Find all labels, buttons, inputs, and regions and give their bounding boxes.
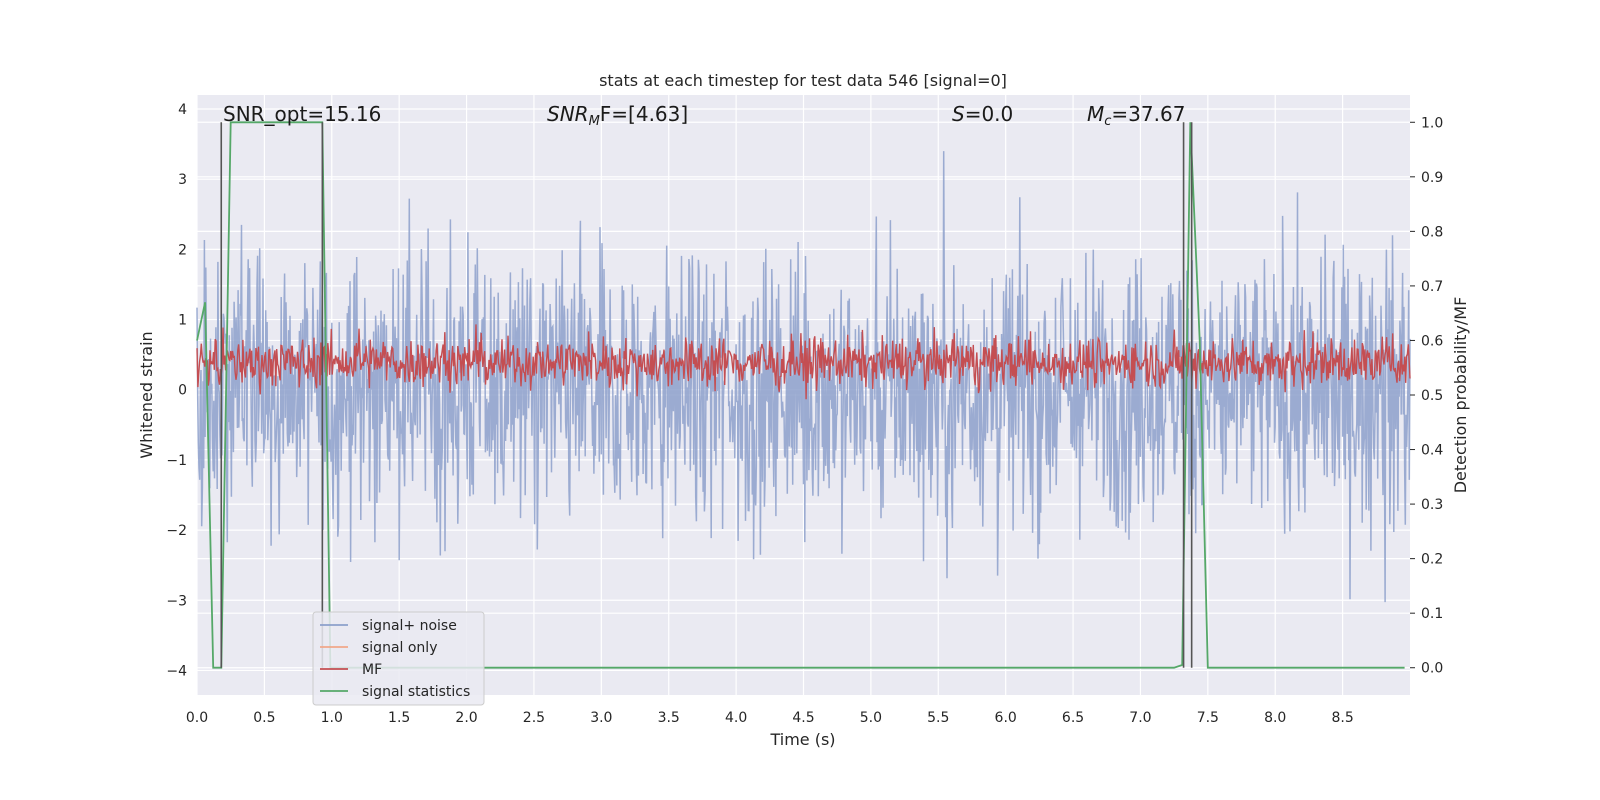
- s-var: S: [952, 102, 965, 126]
- y2-tick-label: 0.0: [1421, 661, 1443, 677]
- y2-tick-label: 0.3: [1421, 497, 1443, 513]
- y2-axis-label: Detection probability/MF: [1451, 297, 1470, 494]
- legend-label: signal only: [362, 640, 437, 656]
- chart-title: stats at each timestep for test data 546…: [599, 71, 1007, 90]
- y-tick-label: 4: [178, 102, 187, 118]
- mc-sub: c: [1104, 114, 1111, 129]
- legend-label: MF: [362, 662, 382, 678]
- x-tick-label: 2.0: [455, 710, 477, 726]
- x-tick-label: 5.5: [927, 710, 949, 726]
- x-tick-label: 0.0: [186, 710, 208, 726]
- y2-tick-label: 0.6: [1421, 333, 1443, 349]
- y2-tick-label: 0.1: [1421, 606, 1443, 622]
- snr-mf-main: SNR: [547, 102, 589, 126]
- y-tick-label: 1: [178, 313, 187, 329]
- legend-label: signal+ noise: [362, 618, 457, 634]
- y2-tick-label: 0.8: [1421, 224, 1443, 240]
- y-axis-label: Whitened strain: [137, 331, 156, 458]
- y2-tick-label: 0.2: [1421, 552, 1443, 568]
- mc-rest: =37.67: [1111, 102, 1185, 126]
- x-tick-label: 8.5: [1331, 710, 1353, 726]
- vlines: [220, 122, 1193, 668]
- y2-tick-label: 0.5: [1421, 388, 1443, 404]
- y2-tick-label: 1.0: [1421, 115, 1443, 131]
- series-mf: [196, 324, 1411, 400]
- mc-var: M: [1087, 102, 1104, 126]
- y-tick-label: 2: [178, 242, 187, 258]
- y-ticks: 4 3 2 1 0 −1 −2 −3 −4: [166, 102, 187, 679]
- s-rest: =0.0: [965, 102, 1014, 126]
- annotation-snr-opt: SNR_opt=15.16: [223, 102, 381, 126]
- x-tick-label: 6.0: [995, 710, 1017, 726]
- x-ticks: 0.0 0.5 1.0 1.5 2.0 2.5 3.0 3.5 4.0 4.5 5.0 5.5 6.0 6…: [186, 710, 1354, 726]
- x-tick-label: 0.5: [253, 710, 275, 726]
- annotation-mc: Mc=37.67: [1087, 102, 1185, 129]
- annotation-s: S=0.0: [952, 102, 1013, 126]
- snr-mf-sub: M: [589, 114, 600, 129]
- y2-tick-label: 0.4: [1421, 443, 1443, 459]
- x-tick-label: 6.5: [1062, 710, 1084, 726]
- x-tick-label: 2.5: [523, 710, 545, 726]
- x-tick-label: 4.0: [725, 710, 747, 726]
- x-tick-label: 1.5: [388, 710, 410, 726]
- series-signal-noise: [196, 151, 1411, 603]
- legend: signal+ noise signal only MF signal statist…: [312, 611, 485, 706]
- y2-tick-label: 0.9: [1421, 170, 1443, 186]
- x-tick-label: 8.0: [1264, 710, 1286, 726]
- annotation-snr-mf: SNRMF=[4.63]: [547, 102, 688, 129]
- y-tick-label: −4: [166, 663, 187, 679]
- x-tick-label: 5.0: [860, 710, 882, 726]
- snr-mf-rest: F=[4.63]: [600, 102, 688, 126]
- x-axis-label: Time (s): [769, 730, 835, 749]
- y-tick-label: 0: [178, 383, 187, 399]
- legend-box: [312, 611, 485, 706]
- legend-label: signal statistics: [362, 684, 470, 700]
- y-tick-label: 3: [178, 172, 187, 188]
- y-tick-label: −3: [166, 593, 187, 609]
- x-tick-label: 7.0: [1129, 710, 1151, 726]
- x-tick-label: 7.5: [1197, 710, 1219, 726]
- x-tick-label: 4.5: [792, 710, 814, 726]
- x-tick-label: 1.0: [321, 710, 343, 726]
- y-tick-label: −2: [166, 523, 187, 539]
- x-tick-label: 3.0: [590, 710, 612, 726]
- y2-ticks: 1.0 0.9 0.8 0.7 0.6 0.5 0.4 0.3 0.2 0.1 0.0: [1410, 115, 1443, 677]
- y-tick-label: −1: [166, 453, 187, 469]
- x-tick-label: 3.5: [658, 710, 680, 726]
- y2-tick-label: 0.7: [1421, 279, 1443, 295]
